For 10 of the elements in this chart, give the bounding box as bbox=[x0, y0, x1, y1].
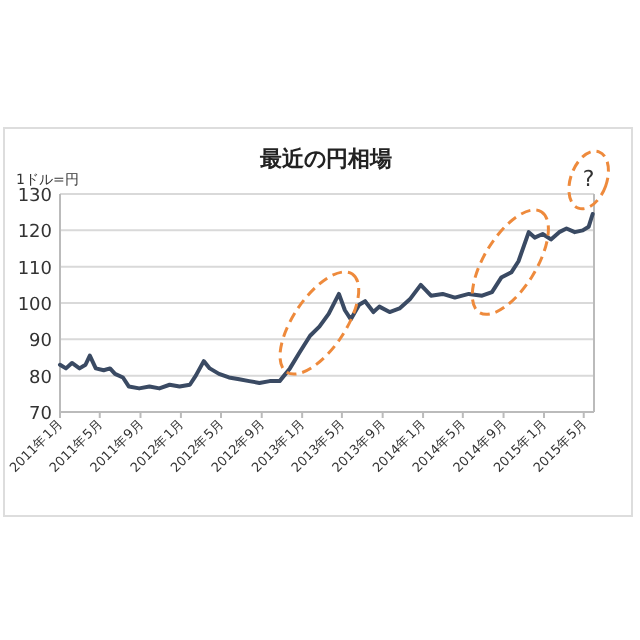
line-series bbox=[58, 211, 595, 391]
annotation: ? bbox=[582, 165, 595, 192]
y-tick-label: 130 bbox=[17, 187, 53, 207]
y-tick-label: 120 bbox=[17, 223, 53, 244]
y-tick-label: 110 bbox=[17, 259, 53, 280]
y-tick-label: 90 bbox=[29, 332, 53, 353]
y-tick-label: 100 bbox=[17, 296, 53, 316]
chart-title: 最近の円相場 bbox=[258, 146, 392, 172]
y-tick-label: 80 bbox=[29, 368, 53, 389]
y-tick-label: 70 bbox=[29, 405, 53, 425]
